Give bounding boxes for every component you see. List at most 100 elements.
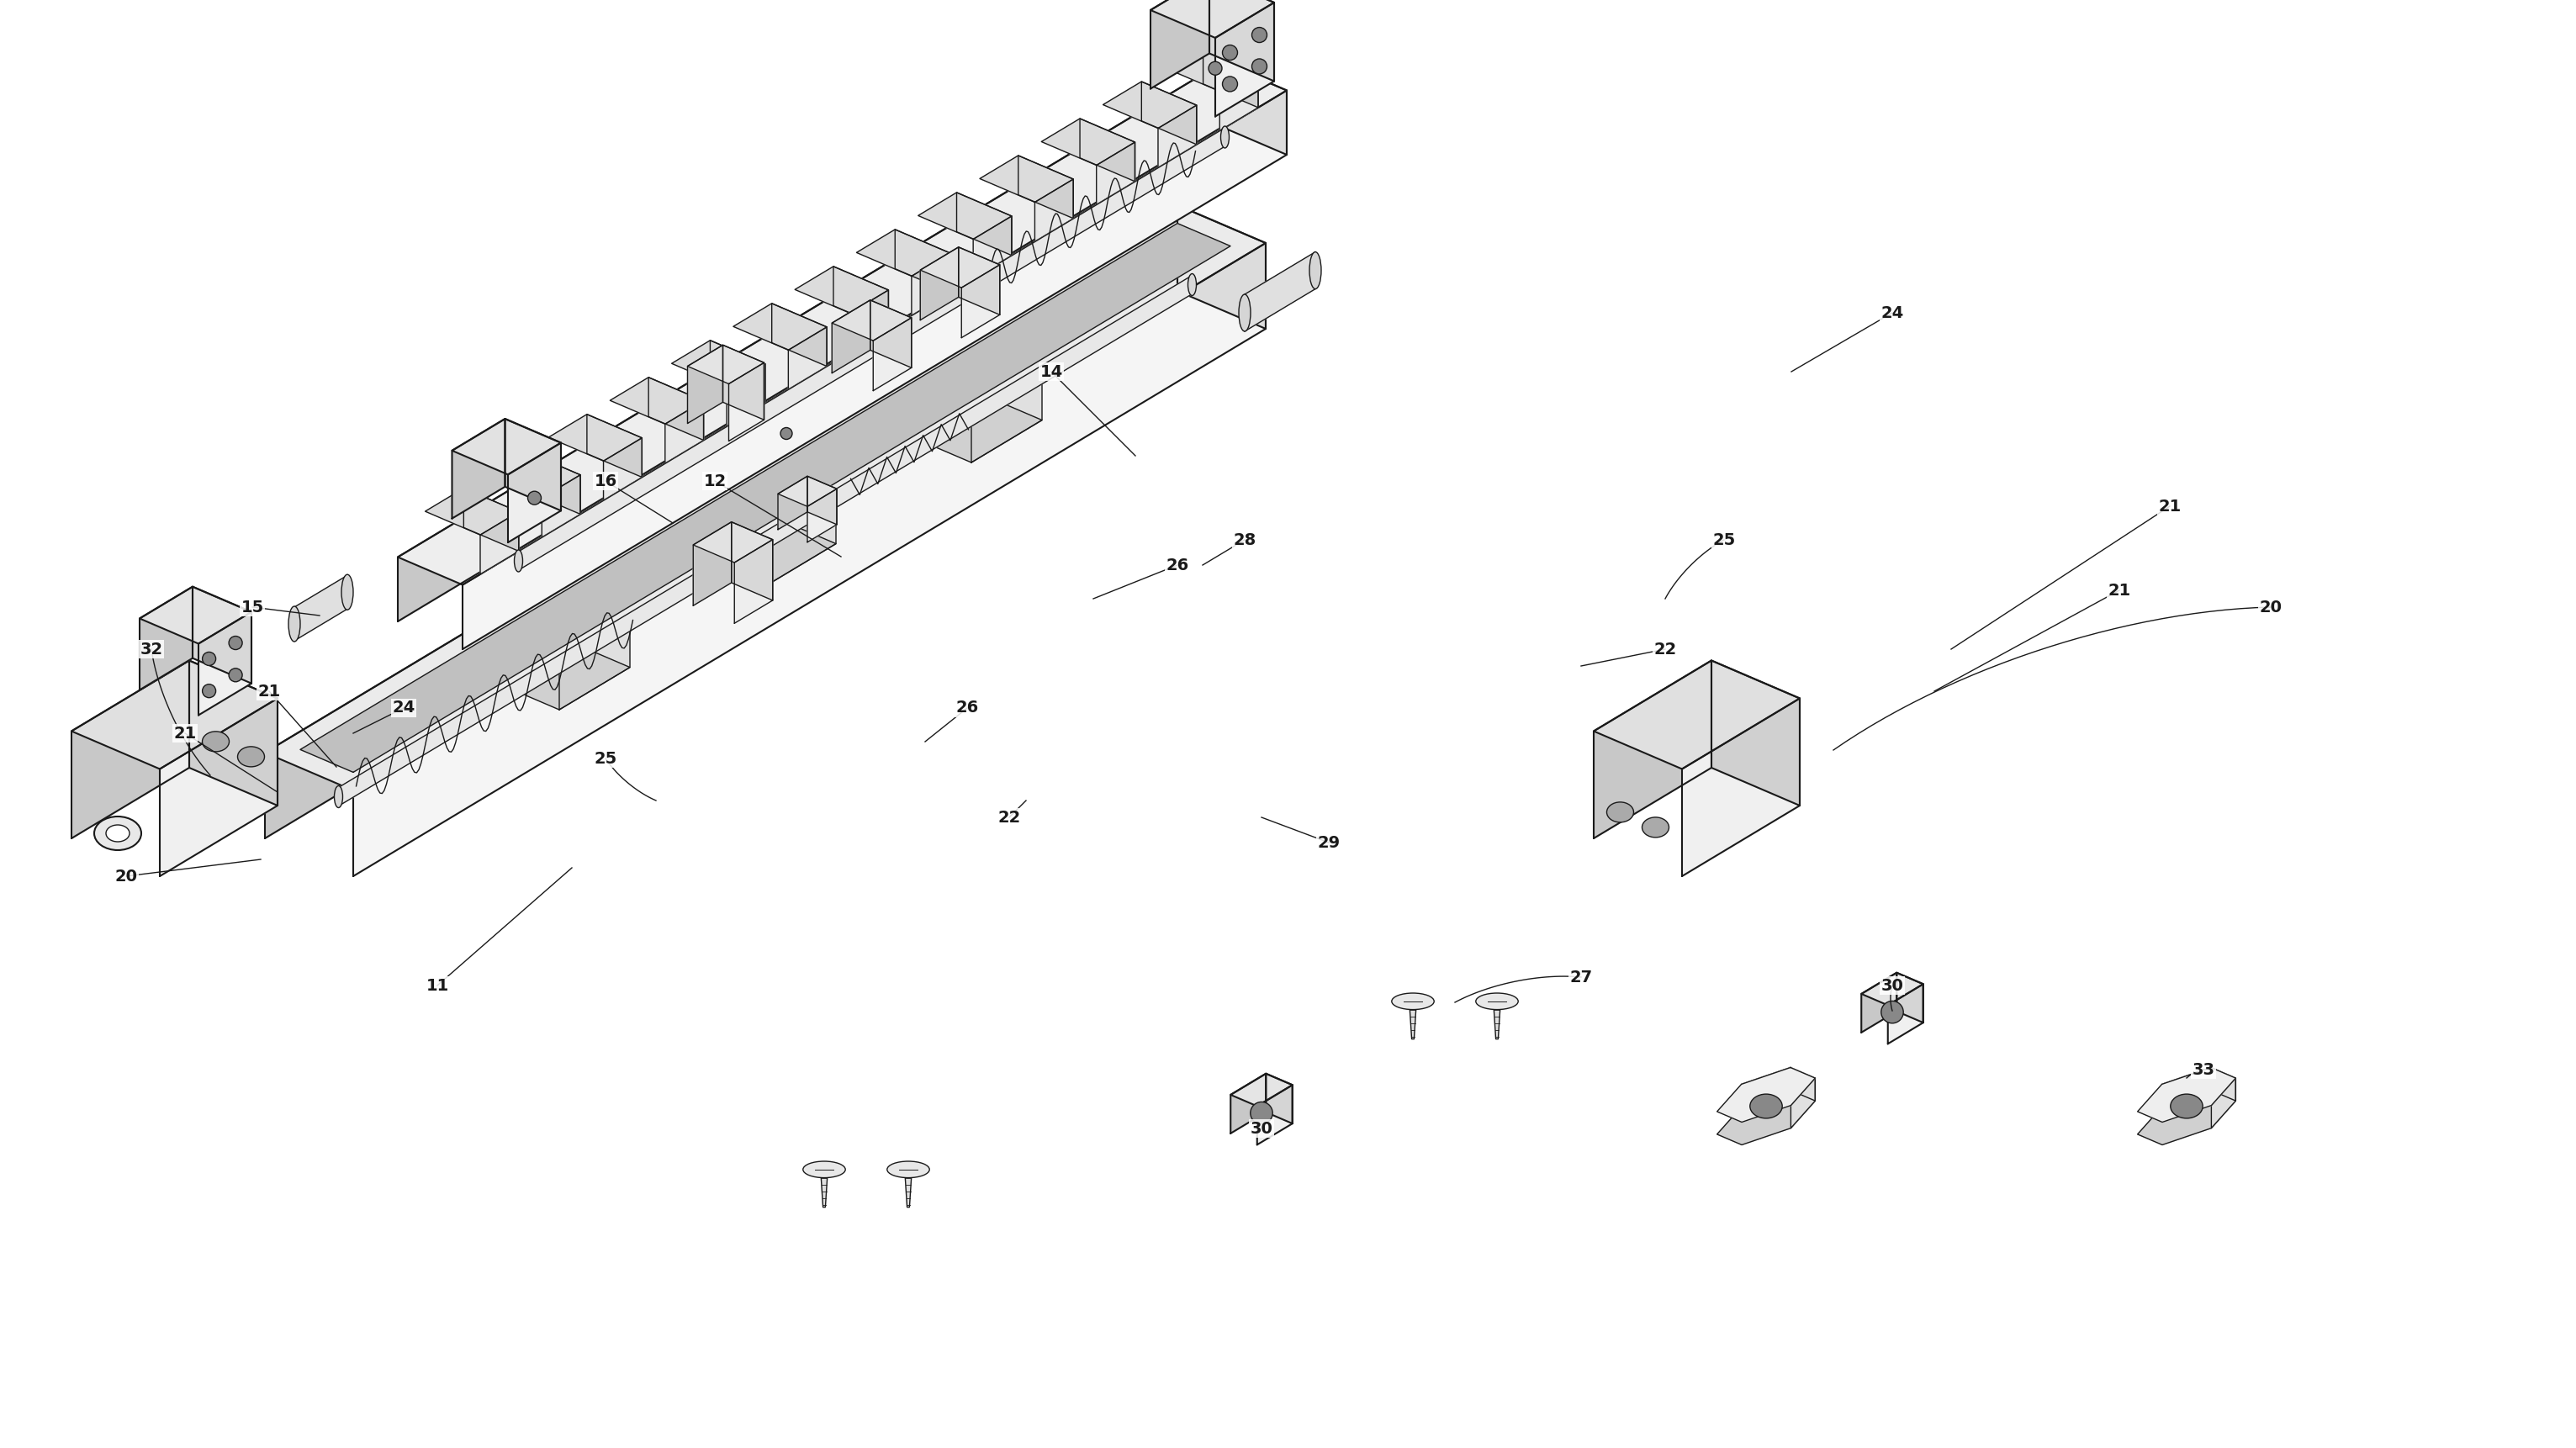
Polygon shape xyxy=(961,265,999,337)
Polygon shape xyxy=(956,193,1012,255)
Polygon shape xyxy=(894,229,951,292)
Polygon shape xyxy=(337,275,1193,807)
Polygon shape xyxy=(526,452,580,514)
Polygon shape xyxy=(1177,206,1265,329)
Polygon shape xyxy=(1494,1002,1502,1040)
Polygon shape xyxy=(587,414,641,478)
Ellipse shape xyxy=(1309,252,1321,290)
Ellipse shape xyxy=(1880,1001,1904,1024)
Text: 32: 32 xyxy=(139,641,162,657)
Polygon shape xyxy=(193,586,252,683)
Polygon shape xyxy=(1159,106,1198,168)
Text: 20: 20 xyxy=(116,869,137,885)
Ellipse shape xyxy=(204,731,229,752)
Polygon shape xyxy=(1041,119,1136,165)
Polygon shape xyxy=(160,698,278,876)
Polygon shape xyxy=(1682,698,1801,876)
Ellipse shape xyxy=(528,491,541,505)
Polygon shape xyxy=(72,660,278,769)
Polygon shape xyxy=(487,452,580,498)
Polygon shape xyxy=(507,443,562,543)
Ellipse shape xyxy=(229,669,242,682)
Polygon shape xyxy=(505,418,562,511)
Polygon shape xyxy=(1257,1085,1293,1145)
Ellipse shape xyxy=(1641,817,1669,837)
Ellipse shape xyxy=(886,1161,930,1177)
Polygon shape xyxy=(353,243,1265,876)
Polygon shape xyxy=(672,340,765,387)
Ellipse shape xyxy=(1221,126,1229,148)
Ellipse shape xyxy=(204,652,216,666)
Ellipse shape xyxy=(1208,62,1221,75)
Text: 22: 22 xyxy=(997,809,1020,825)
Polygon shape xyxy=(1231,1073,1265,1134)
Polygon shape xyxy=(796,266,889,313)
Polygon shape xyxy=(832,300,871,374)
Text: 27: 27 xyxy=(1569,969,1592,985)
Polygon shape xyxy=(1718,1090,1816,1145)
Ellipse shape xyxy=(95,817,142,850)
Polygon shape xyxy=(1164,45,1257,91)
Polygon shape xyxy=(693,521,773,563)
Ellipse shape xyxy=(1239,294,1249,332)
Text: 21: 21 xyxy=(258,683,281,699)
Polygon shape xyxy=(958,248,999,314)
Polygon shape xyxy=(265,206,1265,791)
Polygon shape xyxy=(806,476,837,524)
Polygon shape xyxy=(425,488,518,534)
Polygon shape xyxy=(734,540,773,623)
Text: 22: 22 xyxy=(1654,641,1677,657)
Polygon shape xyxy=(2161,1067,2210,1106)
Ellipse shape xyxy=(1224,77,1236,91)
Polygon shape xyxy=(773,304,827,366)
Ellipse shape xyxy=(237,747,265,767)
Polygon shape xyxy=(2210,1079,2236,1128)
Polygon shape xyxy=(688,345,724,423)
Text: 21: 21 xyxy=(2107,582,2130,598)
Text: 11: 11 xyxy=(425,977,448,993)
Ellipse shape xyxy=(1252,28,1267,42)
Polygon shape xyxy=(479,511,518,575)
Text: 25: 25 xyxy=(1713,531,1736,547)
Polygon shape xyxy=(1862,973,1896,1032)
Ellipse shape xyxy=(343,575,353,610)
Polygon shape xyxy=(1221,62,1288,155)
Polygon shape xyxy=(188,660,278,805)
Polygon shape xyxy=(1141,81,1198,145)
Polygon shape xyxy=(523,652,631,710)
Polygon shape xyxy=(1103,81,1198,129)
Ellipse shape xyxy=(289,607,301,641)
Polygon shape xyxy=(726,363,765,426)
Polygon shape xyxy=(1097,142,1136,204)
Polygon shape xyxy=(265,206,1177,838)
Ellipse shape xyxy=(2172,1095,2202,1118)
Text: 26: 26 xyxy=(956,699,979,715)
Polygon shape xyxy=(451,418,505,518)
Polygon shape xyxy=(688,345,765,384)
Polygon shape xyxy=(724,345,765,420)
Polygon shape xyxy=(541,475,580,537)
Polygon shape xyxy=(832,300,912,340)
Polygon shape xyxy=(788,327,827,390)
Polygon shape xyxy=(139,586,252,644)
Polygon shape xyxy=(729,362,765,442)
Ellipse shape xyxy=(1249,1102,1273,1124)
Polygon shape xyxy=(693,521,732,605)
Ellipse shape xyxy=(229,636,242,650)
Text: 12: 12 xyxy=(703,473,726,489)
Polygon shape xyxy=(198,613,252,715)
Polygon shape xyxy=(1151,0,1275,38)
Text: 21: 21 xyxy=(2159,498,2182,514)
Text: 21: 21 xyxy=(173,725,196,741)
Polygon shape xyxy=(871,300,912,368)
Polygon shape xyxy=(920,248,958,320)
Polygon shape xyxy=(451,418,562,475)
Text: 25: 25 xyxy=(595,750,618,766)
Ellipse shape xyxy=(804,1161,845,1177)
Polygon shape xyxy=(1216,3,1275,116)
Polygon shape xyxy=(855,229,951,277)
Polygon shape xyxy=(464,488,518,552)
Polygon shape xyxy=(935,405,1043,462)
Polygon shape xyxy=(1265,1073,1293,1124)
Ellipse shape xyxy=(515,550,523,572)
